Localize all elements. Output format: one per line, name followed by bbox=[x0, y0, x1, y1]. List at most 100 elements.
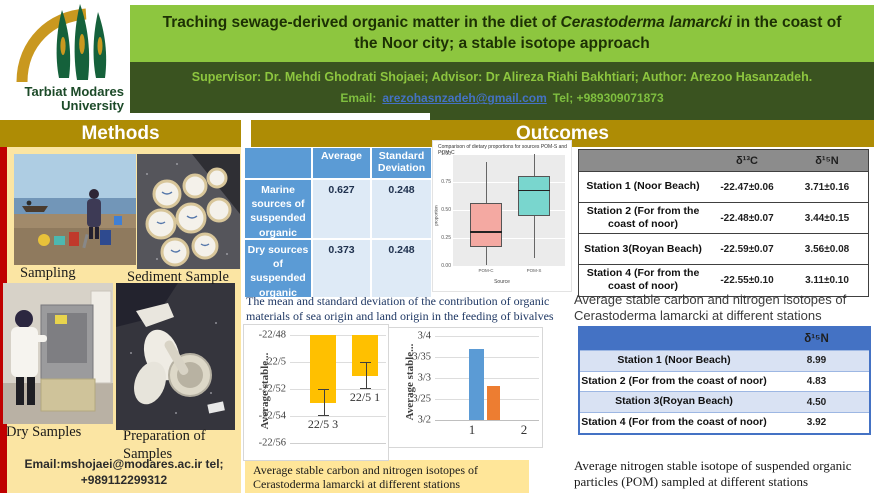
email-link[interactable]: arezohasnzadeh@gmail.com bbox=[382, 91, 547, 106]
marine-average-value: 0.627 bbox=[313, 180, 370, 238]
x-tick-pom-s: POM-S bbox=[526, 268, 542, 273]
boxplot-box-pom-c bbox=[467, 154, 505, 266]
y-tick-label: -22/52 bbox=[258, 383, 286, 395]
y-tick-label: 3/4 bbox=[417, 330, 431, 342]
outcomes-title: Outcomes bbox=[516, 122, 609, 144]
title-text-pre: Traching sewage-derived organic matter i… bbox=[162, 13, 561, 31]
preparation-photo bbox=[116, 283, 235, 430]
c13-value: -22.55±0.10 bbox=[720, 274, 774, 286]
y-tick-label: -22/56 bbox=[258, 437, 286, 449]
c13-value: -22.47±0.06 bbox=[720, 181, 774, 193]
marine-sd-value: 0.248 bbox=[372, 180, 431, 238]
table-corner-cell bbox=[245, 148, 311, 178]
x-tick-pom-c: POM-C bbox=[478, 268, 494, 273]
n15-value: 3.71±0.16 bbox=[804, 181, 850, 193]
header-station-blank bbox=[580, 336, 768, 342]
nitrogen-x-tick-2: 2 bbox=[520, 422, 528, 437]
y-tick-label: 0.75 bbox=[441, 179, 451, 185]
logo-tree-detail bbox=[97, 37, 103, 55]
table-row: Station 2 (For from the coast of noor) 4… bbox=[580, 370, 869, 392]
y-tick-label: 3/35 bbox=[412, 351, 431, 363]
carbon-chart-y-ticks: -22/48 -22/5 -22/52 -22/54 -22/56 bbox=[244, 330, 286, 449]
y-tick-label: -22/54 bbox=[258, 410, 286, 422]
y-tick-label: 0.50 bbox=[441, 207, 451, 213]
nitrogen-bar-series-2 bbox=[487, 386, 500, 420]
n15-value: 8.99 bbox=[806, 355, 827, 367]
contact-row: Email: arezohasnzadeh@gmail.com Tel; +98… bbox=[340, 91, 663, 105]
carbon-bar-1 bbox=[310, 335, 336, 403]
sediment-sample-photo bbox=[137, 154, 240, 269]
station-name: Station 4 (For from the coast of noor) bbox=[581, 415, 767, 428]
header-station-blank bbox=[579, 159, 707, 163]
station-name: Station 3(Royan Beach) bbox=[584, 242, 702, 255]
table-row: Station 4 (For from the coast of noor) 3… bbox=[580, 411, 869, 433]
tel-text: Tel; +989309071873 bbox=[552, 91, 664, 106]
methods-section-header: Methods bbox=[0, 120, 241, 147]
carbon-bar-chart: Average stable... -22/48 -22/5 -22/52 -2… bbox=[243, 324, 389, 461]
email-label: Email: bbox=[340, 91, 377, 106]
sampling-photo bbox=[14, 154, 136, 265]
right-top-caption: Average stable carbon and nitrogen isoto… bbox=[574, 292, 847, 323]
methods-contact: Email:mshojaei@modares.ac.ir tel; +98911… bbox=[10, 457, 238, 488]
dry-sd-value: 0.248 bbox=[372, 240, 431, 297]
nitrogen-bar-series-1 bbox=[469, 348, 484, 420]
cerastoderma-isotope-table: δ¹³C δ¹⁵N Station 1 (Noor Beach) -22.47±… bbox=[578, 149, 869, 297]
n15-value: 3.11±0.10 bbox=[805, 274, 849, 286]
poster-title: Traching sewage-derived organic matter i… bbox=[130, 5, 874, 62]
row-label-marine-sources: Marine sources of suspended organic part… bbox=[245, 180, 311, 253]
header-green-strip bbox=[430, 112, 874, 121]
logo-tree-detail bbox=[60, 37, 66, 55]
university-logo: Tarbiat Modares University bbox=[0, 0, 130, 115]
box-body bbox=[470, 203, 502, 247]
station-name: Station 3(Royan Beach) bbox=[615, 395, 733, 408]
logo-tree-detail bbox=[79, 34, 85, 54]
authors-line: Supervisor: Dr. Mehdi Ghodrati Shojaei; … bbox=[191, 69, 813, 84]
sampling-photo-image bbox=[14, 154, 136, 265]
header-delta13c: δ¹³C bbox=[736, 154, 758, 167]
contact-email-line: Email:mshojaei@modares.ac.ir tel; bbox=[24, 457, 224, 471]
box-body bbox=[518, 176, 550, 216]
y-tick-label: 3/25 bbox=[412, 393, 431, 405]
table-row: Station 3(Royan Beach) 4.50 bbox=[580, 391, 869, 412]
tarbiat-modares-logo-icon: Tarbiat Modares University bbox=[16, 4, 125, 113]
y-tick-label: -22/48 bbox=[258, 329, 286, 341]
n15-value: 3.92 bbox=[806, 417, 827, 429]
table-row: Station 4 (For from the coast of noor) -… bbox=[579, 264, 868, 295]
header-delta15n: δ¹⁵N bbox=[815, 154, 839, 167]
station-name: Station 4 (For from the coast of noor) bbox=[586, 267, 700, 293]
header-delta15n: δ¹⁵N bbox=[804, 333, 829, 345]
dry-samples-photo-image bbox=[3, 283, 113, 424]
y-tick-label: 0.25 bbox=[441, 235, 451, 241]
boxplot-title: Comparison of dietary proportions for so… bbox=[438, 144, 567, 156]
y-tick-label: 0.00 bbox=[441, 263, 451, 269]
n15-value: 3.44±0.15 bbox=[804, 212, 850, 224]
photo-label-dry-samples: Dry Samples bbox=[6, 424, 82, 440]
median-line bbox=[518, 189, 550, 192]
carbon-chart-area: 22/5 3 22/5 1 bbox=[290, 335, 386, 444]
dietary-sources-table: Average Standard Deviation Marine source… bbox=[245, 148, 431, 313]
error-bar bbox=[359, 362, 372, 389]
right-bottom-caption: Average nitrogen stable isotope of suspe… bbox=[574, 458, 852, 490]
table-row: Station 1 (Noor Beach) 8.99 bbox=[580, 350, 869, 371]
nitrogen-bar-chart: Average stable... 3/4 3/35 3/3 3/25 3/2 … bbox=[388, 327, 543, 448]
carbon-bar-label-1: 22/5 3 bbox=[307, 417, 339, 431]
median-line bbox=[470, 231, 502, 233]
outcomes-section-header: Outcomes bbox=[251, 120, 874, 147]
n15-value: 4.50 bbox=[806, 396, 827, 408]
authors-band: Supervisor: Dr. Mehdi Ghodrati Shojaei; … bbox=[130, 62, 874, 113]
university-name-line2: University bbox=[61, 98, 125, 113]
col-header-average: Average bbox=[313, 148, 370, 178]
row-label-dry-sources: Dry sources of suspended organic particl… bbox=[245, 240, 311, 313]
station-name: Station 2 (For from the coast of noor) bbox=[586, 205, 700, 231]
methods-title: Methods bbox=[81, 122, 160, 144]
station-name: Station 2 (For from the coast of noor) bbox=[581, 374, 767, 387]
dry-samples-photo bbox=[3, 283, 113, 424]
y-tick-label: 3/3 bbox=[417, 372, 431, 384]
pom-nitrogen-table: δ¹⁵N Station 1 (Noor Beach) 8.99 Station… bbox=[578, 326, 871, 435]
boxplot-x-axis-title: Source bbox=[494, 279, 510, 285]
station-name: Station 1 (Noor Beach) bbox=[586, 180, 700, 193]
photo-label-sediment-sample: Sediment Sample bbox=[127, 269, 229, 285]
mid-bottom-caption: Average stable carbon and nitrogen isoto… bbox=[245, 460, 529, 493]
n15-value: 4.83 bbox=[806, 375, 827, 387]
